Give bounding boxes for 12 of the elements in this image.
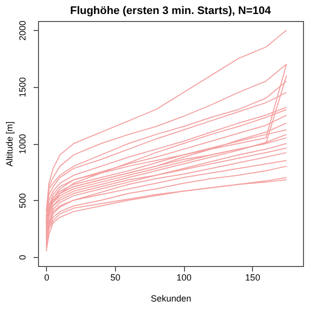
y-tick-label: 1500 (18, 77, 28, 98)
x-tick-label: 50 (110, 272, 120, 282)
x-tick-label: 150 (245, 272, 260, 282)
x-tick-label: 100 (176, 272, 192, 282)
y-tick-label: 2000 (18, 20, 28, 41)
x-axis-title: Sekunden (150, 294, 192, 304)
y-axis-title: Altitude [m] (4, 121, 14, 167)
chart-title: Flughöhe (ersten 3 min. Starts), N=104 (70, 5, 272, 18)
y-tick-label: 500 (18, 193, 28, 208)
y-tick-label: 1000 (18, 134, 28, 154)
y-tick-label: 0 (18, 254, 28, 260)
x-tick-label: 0 (44, 272, 50, 282)
